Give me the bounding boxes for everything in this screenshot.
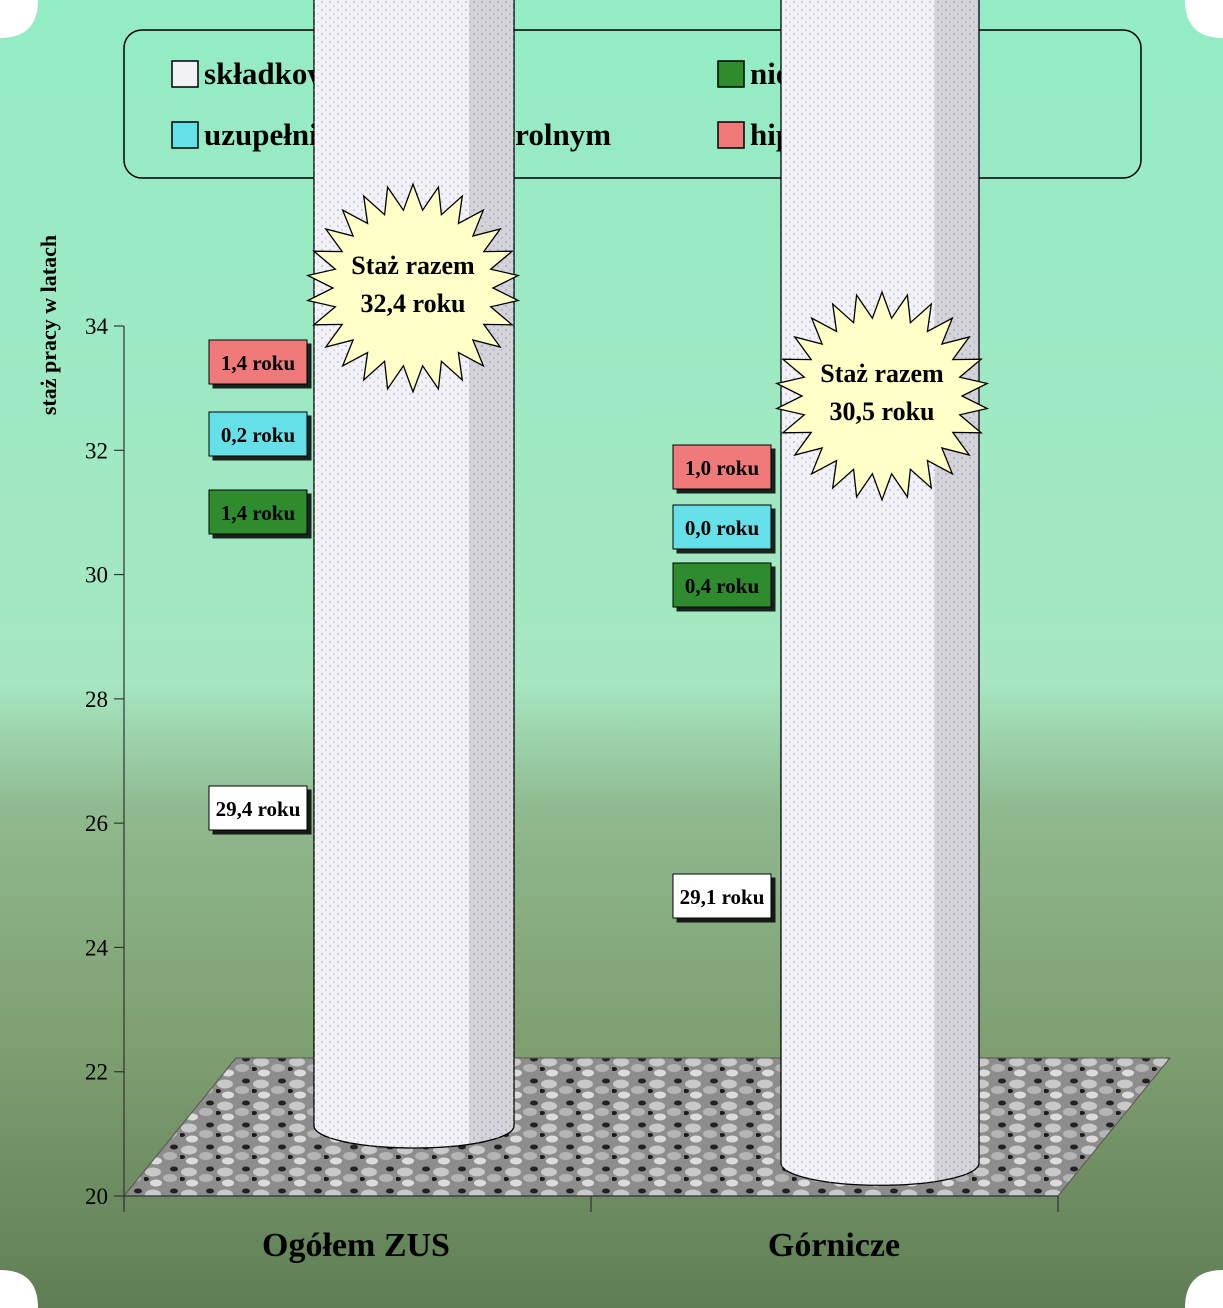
y-tick-label: 20 [85, 1184, 108, 1209]
bar-segment-ogolem-zus-skladkowy-shade [469, 0, 514, 1145]
total-label-line2: 30,5 roku [830, 397, 935, 426]
y-tick-label: 28 [85, 687, 108, 712]
data-label-gornicze-skladkowy: 29,1 roku [672, 873, 772, 919]
chart-floor [122, 1057, 1172, 1197]
data-label-ogolem-zus-hipotetyczny: 1,4 roku [208, 339, 308, 385]
data-label-box [208, 339, 308, 385]
data-label-gornicze-hipotetyczny: 1,0 roku [672, 444, 772, 490]
burst-shape [305, 182, 521, 394]
total-burst-gornicze: Staż razem 30,5 roku [774, 290, 990, 502]
data-label-box [208, 785, 308, 831]
data-label-box [672, 873, 772, 919]
bar-segment-gornicze-skladkowy-texture [781, 0, 979, 1186]
x-category-label: Górnicze [768, 1227, 900, 1264]
y-tick-label: 32 [85, 438, 108, 463]
data-label-box [672, 504, 772, 550]
y-axis-label: staż pracy w latach [36, 235, 61, 415]
data-label-text: 1,4 roku [221, 351, 296, 375]
legend-box [123, 29, 1142, 179]
legend-swatch-hipotetyczny [717, 121, 745, 149]
data-label-ogolem-zus-skladkowy: 29,4 roku [208, 785, 308, 831]
legend-swatch-uzupelniajacy-okresem-rolnym [171, 121, 199, 149]
data-label-text: 1,0 roku [685, 456, 760, 480]
y-tick-label: 34 [85, 314, 109, 339]
total-label-line1: Staż razem [820, 359, 944, 388]
y-tick-label: 24 [85, 935, 109, 960]
data-label-ogolem-zus-uzupelniajacy-okresem-rolnym: 0,2 roku [208, 411, 308, 457]
y-tick-label: 22 [85, 1060, 108, 1085]
data-label-gornicze-uzupelniajacy-okresem-rolnym: 0,0 roku [672, 504, 772, 550]
bar-stack-gornicze [780, 0, 980, 1186]
data-label-gornicze-nieskladkowy: 0,4 roku [672, 562, 772, 608]
x-category-label: Ogółem ZUS [262, 1227, 450, 1264]
data-label-box [208, 411, 308, 457]
total-label-line1: Staż razem [351, 251, 475, 280]
y-tick-label: 26 [85, 811, 108, 836]
data-label-box [672, 562, 772, 608]
data-label-text: 0,0 roku [685, 516, 760, 540]
data-label-text: 29,4 roku [216, 797, 301, 821]
data-label-box [208, 489, 308, 535]
legend-swatch-skladkowy [171, 60, 199, 88]
bar-segment-gornicze-skladkowy-shade [934, 0, 979, 1182]
bar-stack-ogolem-zus [313, 0, 515, 1149]
legend-swatch-nieskladkowy [717, 60, 745, 88]
data-label-text: 1,4 roku [221, 501, 296, 525]
data-label-text: 29,1 roku [680, 885, 765, 909]
data-label-text: 0,4 roku [685, 574, 760, 598]
total-burst-ogolem-zus: Staż razem 32,4 roku [305, 182, 521, 394]
burst-shape [774, 290, 990, 502]
data-label-box [672, 444, 772, 490]
y-tick-label: 30 [85, 563, 108, 588]
data-label-ogolem-zus-nieskladkowy: 1,4 roku [208, 489, 308, 535]
total-label-line2: 32,4 roku [361, 289, 466, 318]
data-label-text: 0,2 roku [221, 423, 296, 447]
